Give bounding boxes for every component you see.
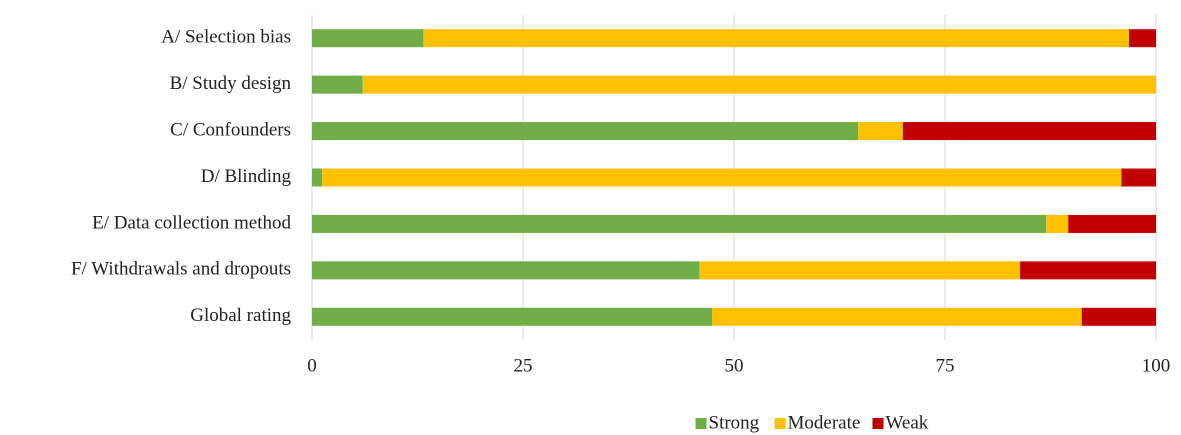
legend-swatch <box>774 418 786 429</box>
bar-segment <box>1121 168 1156 187</box>
legend-label: Strong <box>709 412 760 433</box>
bar-segment <box>312 168 323 187</box>
bar-segment <box>1046 214 1069 233</box>
bar-segment <box>1128 29 1156 48</box>
x-tick-label: 0 <box>307 355 317 376</box>
y-tick-label: D/ Blinding <box>201 166 292 187</box>
bar-segment <box>423 29 1129 48</box>
legend-label: Moderate <box>788 412 861 433</box>
bar-segment <box>312 29 424 48</box>
y-tick-label: B/ Study design <box>170 73 292 94</box>
bar-segment <box>902 122 1156 141</box>
bar-segment <box>312 261 700 280</box>
x-tick-label: 25 <box>514 355 533 376</box>
y-tick-label: E/ Data collection method <box>92 212 291 233</box>
bar-segment <box>312 122 859 141</box>
y-tick-label: F/ Withdrawals and dropouts <box>71 259 291 280</box>
bar-segment <box>312 307 713 326</box>
bar-segment <box>312 75 363 94</box>
bar-segment <box>699 261 1021 280</box>
y-tick-label: C/ Confounders <box>170 119 291 140</box>
x-tick-label: 100 <box>1142 355 1171 376</box>
bar-segment <box>312 214 1047 233</box>
bar-segment <box>712 307 1082 326</box>
x-tick-label: 75 <box>936 355 955 376</box>
x-tick-label: 50 <box>725 355 744 376</box>
y-tick-label: A/ Selection bias <box>161 27 291 48</box>
legend-swatch <box>872 418 884 429</box>
bar-segment <box>362 75 1156 94</box>
bar-segment <box>322 168 1122 187</box>
bar-segment <box>1081 307 1156 326</box>
bar-segment <box>1068 214 1156 233</box>
legend-label: Weak <box>886 412 929 433</box>
legend-swatch <box>695 418 707 429</box>
y-tick-label: Global rating <box>190 305 291 326</box>
bar-segment <box>858 122 903 141</box>
bar-segment <box>1020 261 1156 280</box>
